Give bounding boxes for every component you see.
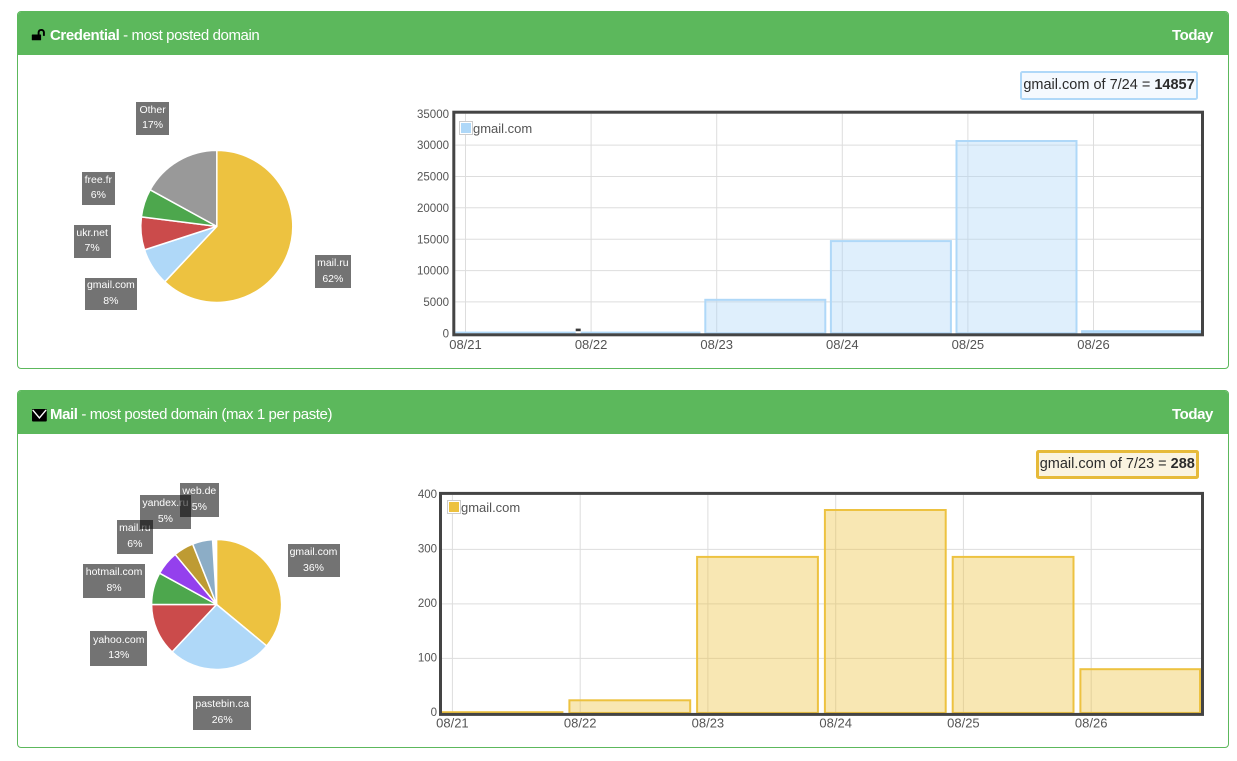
svg-text:300: 300 bbox=[418, 544, 437, 556]
svg-text:100: 100 bbox=[418, 653, 437, 665]
svg-text:35000: 35000 bbox=[417, 109, 449, 121]
svg-text:08/23: 08/23 bbox=[700, 337, 733, 352]
svg-text:08/24: 08/24 bbox=[826, 337, 859, 352]
svg-text:08/21: 08/21 bbox=[436, 715, 469, 730]
svg-text:0: 0 bbox=[443, 328, 449, 340]
svg-text:10000: 10000 bbox=[417, 266, 449, 278]
svg-text:0: 0 bbox=[431, 707, 437, 719]
svg-text:25000: 25000 bbox=[417, 172, 449, 184]
svg-text:15000: 15000 bbox=[417, 234, 449, 246]
svg-text:08/26: 08/26 bbox=[1077, 337, 1110, 352]
svg-text:08/22: 08/22 bbox=[575, 337, 608, 352]
svg-text:200: 200 bbox=[418, 598, 437, 610]
svg-text:08/25: 08/25 bbox=[952, 337, 985, 352]
svg-text:08/21: 08/21 bbox=[449, 337, 482, 352]
svg-text:20000: 20000 bbox=[417, 203, 449, 215]
svg-text:08/22: 08/22 bbox=[564, 715, 597, 730]
svg-text:400: 400 bbox=[418, 489, 437, 501]
svg-text:30000: 30000 bbox=[417, 140, 449, 152]
svg-text:08/23: 08/23 bbox=[692, 715, 725, 730]
svg-text:08/26: 08/26 bbox=[1075, 715, 1108, 730]
svg-text:08/25: 08/25 bbox=[947, 715, 980, 730]
svg-text:08/24: 08/24 bbox=[819, 715, 852, 730]
svg-text:5000: 5000 bbox=[423, 297, 449, 309]
